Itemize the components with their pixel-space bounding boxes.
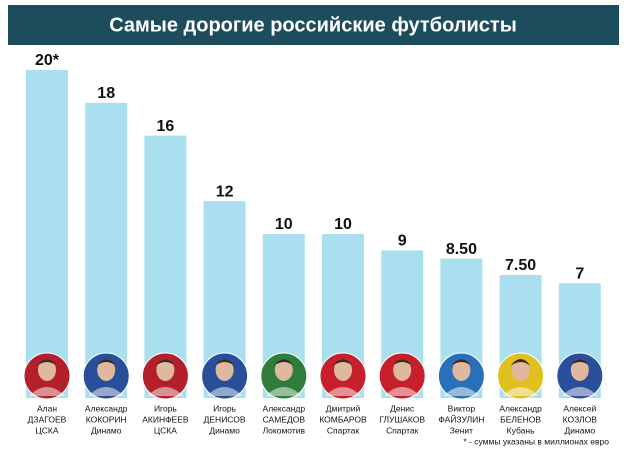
club: Динамо xyxy=(91,425,122,435)
club: ЦСКА xyxy=(35,425,58,435)
club: Спартак xyxy=(386,425,419,435)
value-label: 18 xyxy=(97,85,115,102)
x-tick-label: КОМБАРОВ xyxy=(319,414,367,424)
first-name: Виктор xyxy=(448,403,476,413)
player-face xyxy=(38,359,56,381)
x-tick-label: ГЛУШАКОВ xyxy=(379,414,425,424)
player-face xyxy=(274,359,293,381)
player-face xyxy=(393,359,412,381)
player-face xyxy=(97,359,116,381)
player-shirt xyxy=(561,387,598,396)
bar xyxy=(26,70,68,398)
player-hair xyxy=(37,359,57,366)
player-hair xyxy=(96,359,117,366)
x-tick-label: ФАЙЗУЛИН xyxy=(438,413,484,424)
first-name: Александр xyxy=(499,403,542,413)
player-hair xyxy=(155,359,176,366)
player-shirt xyxy=(384,387,421,396)
club: Спартак xyxy=(327,425,360,435)
value-label: 8.50 xyxy=(446,241,477,258)
club: Динамо xyxy=(209,425,240,435)
chart-title: Самые дорогие российские футболисты xyxy=(109,14,517,36)
first-name: Игорь xyxy=(213,403,236,413)
x-tick-label: САМЕДОВ xyxy=(263,414,306,424)
footnote: * - суммы указаны в миллионах евро xyxy=(463,436,609,446)
value-label: 9 xyxy=(398,233,407,250)
club: Кубань xyxy=(507,425,535,435)
value-label: 7 xyxy=(575,265,584,282)
player-shirt xyxy=(88,387,125,396)
player-face xyxy=(570,359,589,381)
player-shirt xyxy=(29,387,65,396)
player-hair xyxy=(273,359,294,366)
club: Локомотив xyxy=(263,425,306,435)
player-face xyxy=(511,359,530,381)
player-face xyxy=(334,359,352,381)
player-hair xyxy=(510,359,531,366)
x-tick-label: КОКОРИН xyxy=(86,414,127,424)
player-shirt xyxy=(147,387,184,396)
player-face xyxy=(452,359,471,381)
x-tick-label: БЕЛЕНОВ xyxy=(500,414,541,424)
player-hair xyxy=(451,359,472,366)
value-label: 12 xyxy=(216,183,234,200)
x-tick-label: АКИНФЕЕВ xyxy=(142,414,189,424)
first-name: Денис xyxy=(390,403,415,413)
player-shirt xyxy=(443,387,480,396)
player-hair xyxy=(333,359,353,366)
player-shirt xyxy=(265,387,302,396)
club: Зенит xyxy=(450,425,473,435)
x-tick-label: ДЕНИСОВ xyxy=(204,414,246,424)
player-face xyxy=(156,359,175,381)
x-tick-label: КОЗЛОВ xyxy=(563,414,598,424)
first-name: Александр xyxy=(263,403,306,413)
value-label: 10 xyxy=(275,216,293,233)
player-hair xyxy=(569,359,590,366)
value-label: 16 xyxy=(157,118,175,135)
first-name: Алексей xyxy=(563,403,596,413)
club: Динамо xyxy=(565,425,596,435)
value-label: 20* xyxy=(35,52,60,69)
first-name: Игорь xyxy=(154,403,177,413)
bar xyxy=(85,102,128,399)
first-name: Алан xyxy=(37,403,57,413)
player-hair xyxy=(214,359,235,366)
player-shirt xyxy=(206,387,243,396)
first-name: Александр xyxy=(85,403,128,413)
title-band xyxy=(8,5,619,45)
value-label: 7.50 xyxy=(505,257,536,274)
player-face xyxy=(215,359,234,381)
first-name: Дмитрий xyxy=(326,403,361,413)
player-hair xyxy=(392,359,413,366)
player-shirt xyxy=(325,387,361,396)
x-tick-label: ДЗАГОЕВ xyxy=(28,414,67,424)
value-label: 10 xyxy=(334,216,352,233)
player-shirt xyxy=(502,387,539,396)
club: ЦСКА xyxy=(154,425,177,435)
